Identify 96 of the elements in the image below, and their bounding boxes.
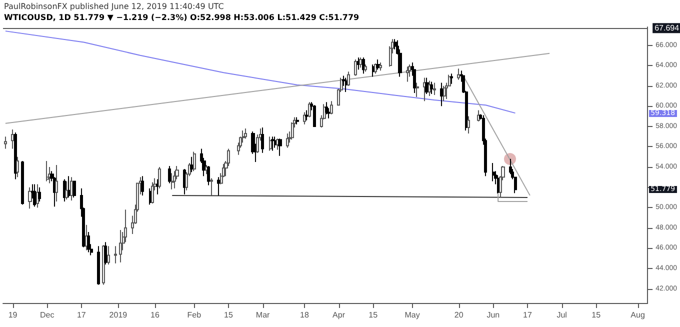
candlestick [347,71,350,86]
candlestick [269,136,272,152]
x-tick-label: Aug [630,310,645,320]
candlestick [303,112,306,125]
candlestick [114,246,117,264]
candlestick [168,166,171,184]
ref-line-label: 67.694 [654,24,680,33]
candlestick [119,229,122,263]
candlestick [244,128,247,140]
candlestick [325,102,328,115]
chart-subtitle: PaulRobinsonFX published June 12, 2019 11:40:49 UTC [4,2,224,11]
candlestick [210,178,213,196]
candlestick [286,133,289,148]
candlestick [171,172,174,190]
x-tick-label: Apr [332,310,346,320]
x-tick-label: 17 [523,310,532,320]
candlestick [16,156,19,178]
candlestick [305,110,308,121]
candlestick [345,77,348,92]
candlestick [357,56,360,70]
candlestick [433,82,436,96]
candlestick [509,158,512,175]
candlestick [38,186,41,202]
candlestick [359,56,362,68]
candlestick [477,110,480,122]
candlestick [28,186,32,210]
candlestick [440,82,443,107]
candlestick [362,56,365,74]
candlestick [87,231,90,253]
candlestick [207,166,210,186]
candlestick [308,102,311,118]
x-tick-label: 19 [8,310,18,320]
candlestick [11,128,14,150]
candlestick [443,85,446,102]
candlestick [14,132,17,180]
candlestick [151,182,154,204]
candlestick [313,104,316,127]
candlestick [141,176,144,196]
candlestick [278,138,282,156]
x-tick-label: Feb [187,310,202,320]
x-tick-label: 18 [300,310,310,320]
x-tick-label: 2019 [109,310,128,320]
candlestick [330,100,333,115]
candlestick [73,180,76,198]
candlestick [274,136,277,148]
x-tick-label: 17 [76,310,86,320]
candlestick [450,73,453,84]
candlestick [217,176,220,196]
candlestick [107,246,110,265]
candlestick [376,58,380,70]
candlestick [21,160,24,206]
candlestick [416,82,419,98]
candlestick [296,116,299,125]
x-tick-label: Jul [556,310,568,320]
candlestick [430,81,433,94]
candlestick [190,156,193,173]
line-series [4,30,516,114]
x-tick-label: 15 [224,310,234,320]
candlestick [63,178,66,202]
candlestick [4,136,7,150]
candlestick [428,80,431,96]
candlestick [55,164,58,202]
candlestick [205,164,208,175]
candlestick [193,151,196,172]
candlestick [65,180,68,200]
candlestick [364,64,367,72]
candlestick [97,246,100,286]
candlestick [425,77,429,94]
candlestick [354,58,357,76]
x-tick-label: Mar [256,310,270,320]
x-tick-label: Jun [486,310,500,320]
candlestick [261,126,264,154]
candlestick [156,178,159,195]
x-tick-label: 16 [150,310,160,320]
candlestick [379,62,382,72]
candlestick [33,184,36,208]
candlestick [457,68,460,80]
candlestick [85,224,88,251]
candlestick [158,166,161,189]
candlestick [423,77,426,102]
candlestick [46,160,49,182]
candlestick [36,184,39,208]
candlestick [291,122,294,140]
x-tick-label: Dec [40,310,54,320]
candlestick [406,66,409,82]
x-tick-label: May [404,310,420,320]
candlestick [68,176,71,198]
candlestick [271,136,274,152]
x-tick-label: 15 [368,310,378,320]
x-tick-label: 15 [592,310,602,320]
candlestick [492,162,495,182]
candlestick [70,176,73,202]
candlestick [104,242,107,265]
x-tick-label: 20 [454,310,464,320]
chart-title: WTICOUSD, 1D 51.779 ▼ −1.219 (−2.3%) O:52.998 H:53.006 L:51.429 C:51.779 [4,13,360,22]
candlestick [467,116,470,134]
